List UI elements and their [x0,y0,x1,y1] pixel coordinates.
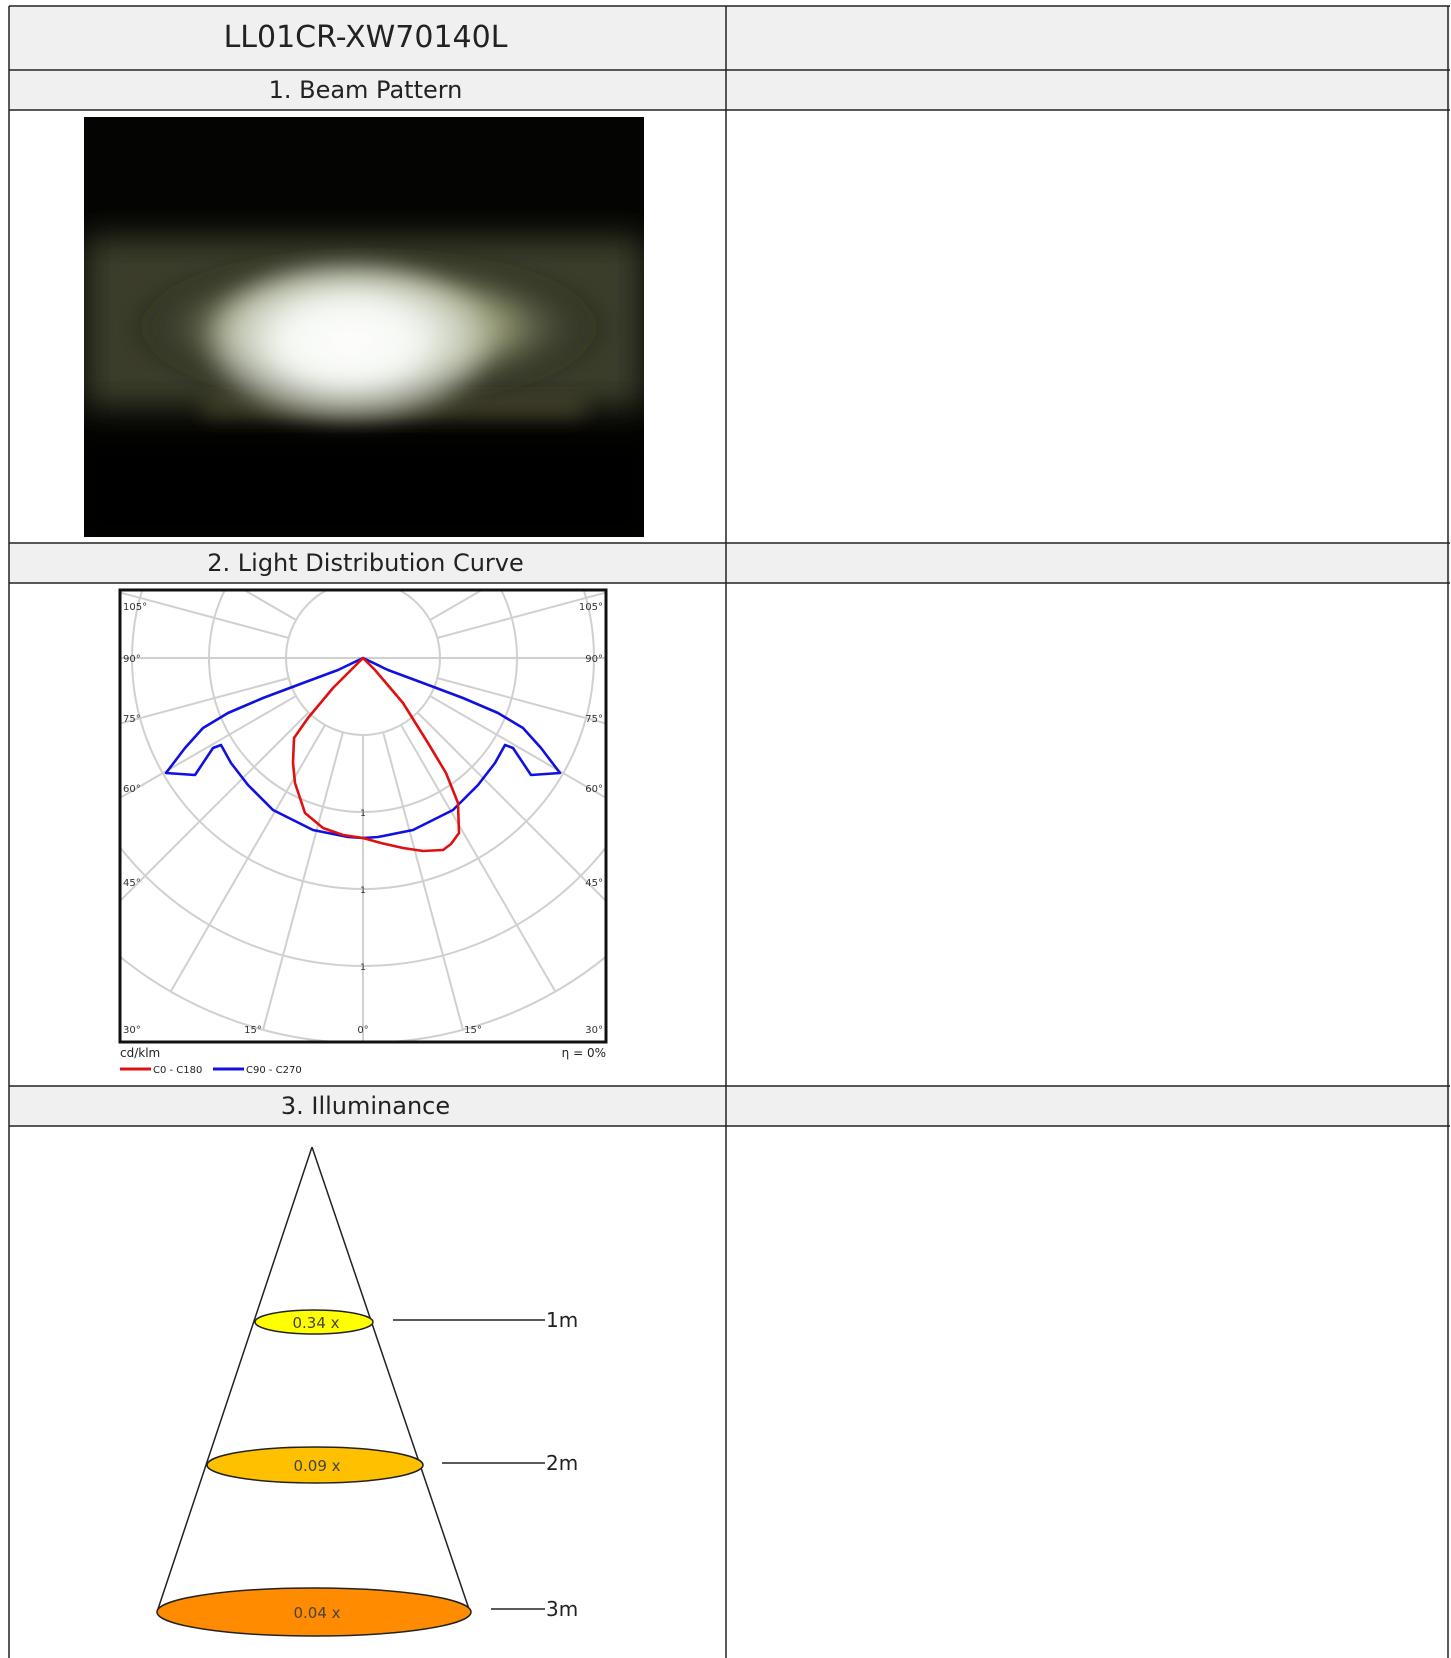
angle-label-left-90: 90° [123,654,141,665]
distance-label-1m: 1m [546,1308,579,1332]
illuminance-disc-1m [254,1309,374,1335]
illuminance-cone: 0.34 x 0.09 x 0.04 x [156,1147,545,1637]
illuminance-value-2m: 0.09 x [293,1457,340,1475]
angle-label-right-75: 75° [585,714,603,725]
angle-label-left-30: 30° [123,1025,141,1036]
angle-label-left-75: 75° [123,714,141,725]
section-beam-pattern: 1. Beam Pattern [268,76,463,104]
efficiency-label: η = 0% [562,1046,606,1060]
angle-label-left-105: 105° [123,602,147,613]
section-light-distribution: 2. Light Distribution Curve [207,549,524,577]
illuminance-disc-3m [156,1587,472,1637]
bottom-label-right-15: 15° [464,1025,482,1036]
light-distribution-chart: 105° 90° 75° 60° 45° 30° 105° 90° 75° 60… [118,588,608,1076]
angle-label-left-45: 45° [123,878,141,889]
bottom-label-left-15: 15° [244,1025,262,1036]
bottom-label-0: 0° [357,1025,368,1036]
angle-label-right-105: 105° [579,602,603,613]
beam-pattern-photo [84,117,644,537]
angle-label-right-60: 60° [585,784,603,795]
illuminance-disc-2m [206,1446,424,1484]
legend-label-c90: C90 - C270 [246,1065,302,1076]
radial-label-2: 1 [360,886,366,896]
angle-label-left-60: 60° [123,784,141,795]
section-illuminance: 3. Illuminance [280,1092,451,1120]
product-title: LL01CR-XW70140L [223,20,508,55]
radial-label-3: 1 [360,963,366,973]
legend-label-c0: C0 - C180 [153,1065,202,1076]
unit-label: cd/klm [120,1046,160,1060]
angle-label-right-30: 30° [585,1025,603,1036]
illuminance-value-1m: 0.34 x [292,1314,339,1332]
chart-frame [118,588,608,1044]
angle-label-right-90: 90° [585,654,603,665]
angle-label-right-45: 45° [585,878,603,889]
distance-label-2m: 2m [546,1451,579,1475]
distance-label-3m: 3m [546,1597,579,1621]
series-c0-c180 [291,656,461,853]
illuminance-value-3m: 0.04 x [293,1604,340,1622]
radial-label-1: 1 [360,809,366,819]
